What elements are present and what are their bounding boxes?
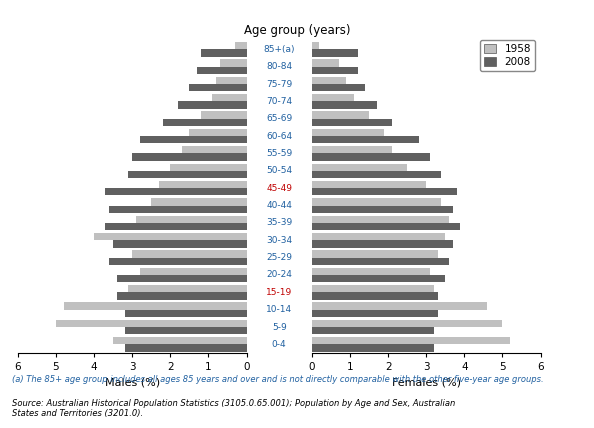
Text: 5-9: 5-9: [272, 323, 286, 332]
Bar: [312, 275, 446, 282]
Bar: [159, 181, 247, 188]
Text: 70-74: 70-74: [266, 97, 292, 106]
Bar: [125, 345, 247, 352]
Bar: [312, 49, 358, 56]
Bar: [182, 146, 247, 154]
Bar: [170, 163, 247, 171]
Bar: [125, 327, 247, 334]
Bar: [64, 303, 247, 310]
Bar: [312, 146, 392, 154]
Text: 10-14: 10-14: [266, 305, 292, 314]
Bar: [312, 181, 426, 188]
Bar: [312, 250, 438, 258]
Bar: [140, 268, 247, 275]
Text: 45-49: 45-49: [266, 184, 292, 193]
Bar: [109, 258, 247, 265]
Text: 20-24: 20-24: [266, 270, 292, 279]
Text: Source: Australian Historical Population Statistics (3105.0.65.001); Population : Source: Australian Historical Population…: [12, 399, 455, 418]
Bar: [312, 223, 460, 230]
Legend: 1958, 2008: 1958, 2008: [480, 40, 535, 71]
Bar: [106, 223, 247, 230]
Bar: [189, 129, 247, 136]
Text: 60-64: 60-64: [266, 132, 292, 141]
Bar: [312, 163, 407, 171]
Bar: [312, 129, 384, 136]
Bar: [312, 198, 441, 205]
X-axis label: Females (%): Females (%): [391, 377, 461, 388]
Bar: [220, 59, 247, 67]
Text: Age group (years): Age group (years): [244, 24, 350, 36]
Bar: [312, 310, 438, 317]
Text: 40-44: 40-44: [266, 201, 292, 210]
Bar: [125, 310, 247, 317]
Text: 15-19: 15-19: [266, 288, 292, 297]
Bar: [128, 171, 247, 178]
Bar: [140, 136, 247, 143]
Bar: [94, 233, 247, 240]
Bar: [312, 42, 320, 49]
Bar: [312, 320, 503, 327]
Bar: [312, 67, 358, 74]
Bar: [109, 205, 247, 213]
Bar: [136, 216, 247, 223]
Bar: [312, 154, 430, 161]
Bar: [312, 240, 453, 247]
Bar: [312, 77, 346, 84]
Bar: [312, 292, 438, 300]
Bar: [312, 59, 339, 67]
Bar: [201, 111, 247, 119]
Bar: [106, 188, 247, 196]
X-axis label: Males (%): Males (%): [105, 377, 160, 388]
Text: 0-4: 0-4: [272, 340, 286, 349]
Bar: [235, 42, 247, 49]
Bar: [212, 94, 247, 101]
Bar: [151, 198, 247, 205]
Text: 85+(a): 85+(a): [263, 45, 295, 54]
Bar: [197, 67, 247, 74]
Bar: [189, 84, 247, 91]
Bar: [312, 188, 457, 196]
Text: 25-29: 25-29: [266, 253, 292, 262]
Text: 65-69: 65-69: [266, 114, 292, 123]
Bar: [117, 292, 247, 300]
Bar: [312, 285, 434, 292]
Text: 30-34: 30-34: [266, 236, 292, 245]
Bar: [312, 327, 434, 334]
Text: 50-54: 50-54: [266, 166, 292, 175]
Bar: [201, 49, 247, 56]
Bar: [216, 77, 247, 84]
Bar: [312, 345, 434, 352]
Text: 55-59: 55-59: [266, 149, 292, 158]
Bar: [312, 171, 441, 178]
Bar: [312, 94, 354, 101]
Bar: [312, 216, 449, 223]
Bar: [312, 268, 430, 275]
Bar: [312, 258, 449, 265]
Text: 35-39: 35-39: [266, 218, 292, 227]
Bar: [312, 84, 365, 91]
Bar: [312, 337, 510, 345]
Bar: [312, 303, 487, 310]
Text: 80-84: 80-84: [266, 62, 292, 71]
Bar: [312, 205, 453, 213]
Bar: [117, 275, 247, 282]
Bar: [132, 154, 247, 161]
Text: (a) The 85+ age group includes all ages 85 years and over and is not directly co: (a) The 85+ age group includes all ages …: [12, 374, 544, 383]
Bar: [132, 250, 247, 258]
Bar: [312, 136, 419, 143]
Bar: [113, 240, 247, 247]
Bar: [312, 101, 377, 109]
Bar: [312, 119, 392, 126]
Bar: [128, 285, 247, 292]
Bar: [178, 101, 247, 109]
Bar: [113, 337, 247, 345]
Bar: [163, 119, 247, 126]
Text: 75-79: 75-79: [266, 80, 292, 89]
Bar: [312, 233, 446, 240]
Bar: [312, 111, 369, 119]
Bar: [56, 320, 247, 327]
